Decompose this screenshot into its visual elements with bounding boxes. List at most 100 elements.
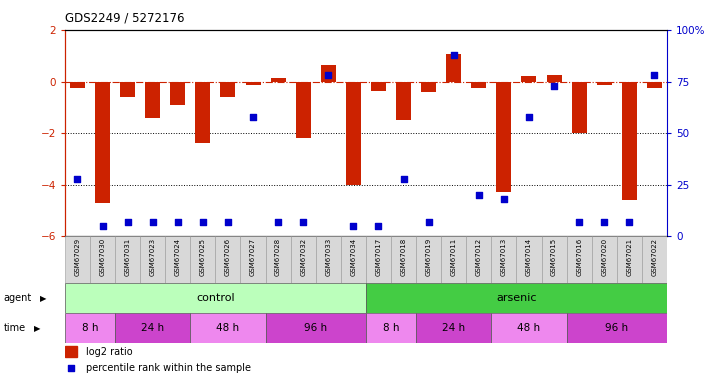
Text: GSM67024: GSM67024	[174, 238, 181, 276]
FancyBboxPatch shape	[190, 313, 265, 343]
Point	[649, 72, 660, 78]
Bar	[95, 82, 110, 203]
Bar	[296, 82, 311, 138]
Point	[197, 219, 208, 225]
FancyBboxPatch shape	[241, 236, 265, 283]
Text: GSM67011: GSM67011	[451, 238, 456, 276]
Text: GSM67015: GSM67015	[551, 238, 557, 276]
FancyBboxPatch shape	[65, 283, 366, 313]
FancyBboxPatch shape	[115, 236, 140, 283]
Text: GSM67016: GSM67016	[576, 238, 582, 276]
FancyBboxPatch shape	[190, 236, 216, 283]
FancyBboxPatch shape	[616, 236, 642, 283]
Text: GSM67027: GSM67027	[250, 238, 256, 276]
FancyBboxPatch shape	[115, 313, 190, 343]
Point	[573, 219, 585, 225]
Text: GSM67021: GSM67021	[627, 238, 632, 276]
Text: GSM67032: GSM67032	[300, 238, 306, 276]
Point	[373, 223, 384, 229]
Point	[624, 219, 635, 225]
Bar	[120, 82, 135, 97]
Bar	[170, 82, 185, 105]
Point	[71, 176, 83, 181]
FancyBboxPatch shape	[491, 313, 567, 343]
Text: GSM67020: GSM67020	[601, 238, 607, 276]
FancyBboxPatch shape	[90, 236, 115, 283]
FancyBboxPatch shape	[516, 236, 541, 283]
FancyBboxPatch shape	[441, 236, 466, 283]
Text: GSM67017: GSM67017	[376, 238, 381, 276]
FancyBboxPatch shape	[65, 236, 90, 283]
Point	[97, 223, 108, 229]
FancyBboxPatch shape	[416, 313, 491, 343]
Text: GSM67030: GSM67030	[99, 238, 105, 276]
FancyBboxPatch shape	[416, 236, 441, 283]
Text: percentile rank within the sample: percentile rank within the sample	[86, 363, 251, 373]
Point	[423, 219, 434, 225]
Bar	[371, 82, 386, 91]
Bar	[195, 82, 211, 144]
Text: time: time	[4, 323, 26, 333]
Text: GSM67023: GSM67023	[150, 238, 156, 276]
Text: GSM67014: GSM67014	[526, 238, 532, 276]
FancyBboxPatch shape	[642, 236, 667, 283]
Text: GSM67034: GSM67034	[350, 238, 356, 276]
Text: 24 h: 24 h	[141, 323, 164, 333]
Text: GSM67026: GSM67026	[225, 238, 231, 276]
Text: agent: agent	[4, 293, 32, 303]
FancyBboxPatch shape	[541, 236, 567, 283]
Text: 96 h: 96 h	[304, 323, 327, 333]
Point	[598, 219, 610, 225]
Text: GSM67013: GSM67013	[501, 238, 507, 276]
FancyBboxPatch shape	[366, 283, 667, 313]
Text: GSM67022: GSM67022	[651, 238, 658, 276]
FancyBboxPatch shape	[567, 313, 667, 343]
Text: GSM67019: GSM67019	[425, 238, 432, 276]
Point	[523, 114, 535, 120]
Text: 96 h: 96 h	[605, 323, 628, 333]
Text: GSM67018: GSM67018	[401, 238, 407, 276]
Bar	[421, 82, 436, 92]
FancyBboxPatch shape	[466, 236, 491, 283]
Point	[398, 176, 410, 181]
Point	[548, 83, 559, 89]
Text: GSM67033: GSM67033	[325, 238, 331, 276]
Point	[348, 223, 359, 229]
Text: 8 h: 8 h	[383, 323, 399, 333]
Bar	[647, 82, 662, 88]
Text: 48 h: 48 h	[216, 323, 239, 333]
Bar	[446, 54, 461, 82]
FancyBboxPatch shape	[165, 236, 190, 283]
FancyBboxPatch shape	[567, 236, 592, 283]
FancyBboxPatch shape	[216, 236, 241, 283]
Bar	[622, 82, 637, 200]
Text: GSM67025: GSM67025	[200, 238, 206, 276]
Bar	[346, 82, 361, 185]
Bar	[521, 76, 536, 82]
FancyBboxPatch shape	[316, 236, 341, 283]
Bar	[245, 82, 260, 86]
FancyBboxPatch shape	[140, 236, 165, 283]
Text: ▶: ▶	[34, 324, 40, 333]
Bar	[145, 82, 160, 118]
FancyBboxPatch shape	[391, 236, 416, 283]
Text: GSM67012: GSM67012	[476, 238, 482, 276]
FancyBboxPatch shape	[265, 313, 366, 343]
Point	[147, 219, 159, 225]
Point	[498, 196, 510, 202]
Point	[448, 52, 459, 58]
Point	[222, 219, 234, 225]
Bar	[572, 82, 587, 133]
Bar	[221, 82, 236, 97]
Text: GSM67028: GSM67028	[275, 238, 281, 276]
Bar	[547, 75, 562, 82]
Text: 24 h: 24 h	[442, 323, 465, 333]
Text: log2 ratio: log2 ratio	[86, 347, 133, 357]
Point	[65, 365, 76, 371]
Text: arsenic: arsenic	[496, 293, 536, 303]
Text: GDS2249 / 5272176: GDS2249 / 5272176	[65, 11, 185, 24]
Point	[473, 192, 485, 198]
FancyBboxPatch shape	[366, 313, 416, 343]
Bar	[270, 78, 286, 82]
Point	[122, 219, 133, 225]
